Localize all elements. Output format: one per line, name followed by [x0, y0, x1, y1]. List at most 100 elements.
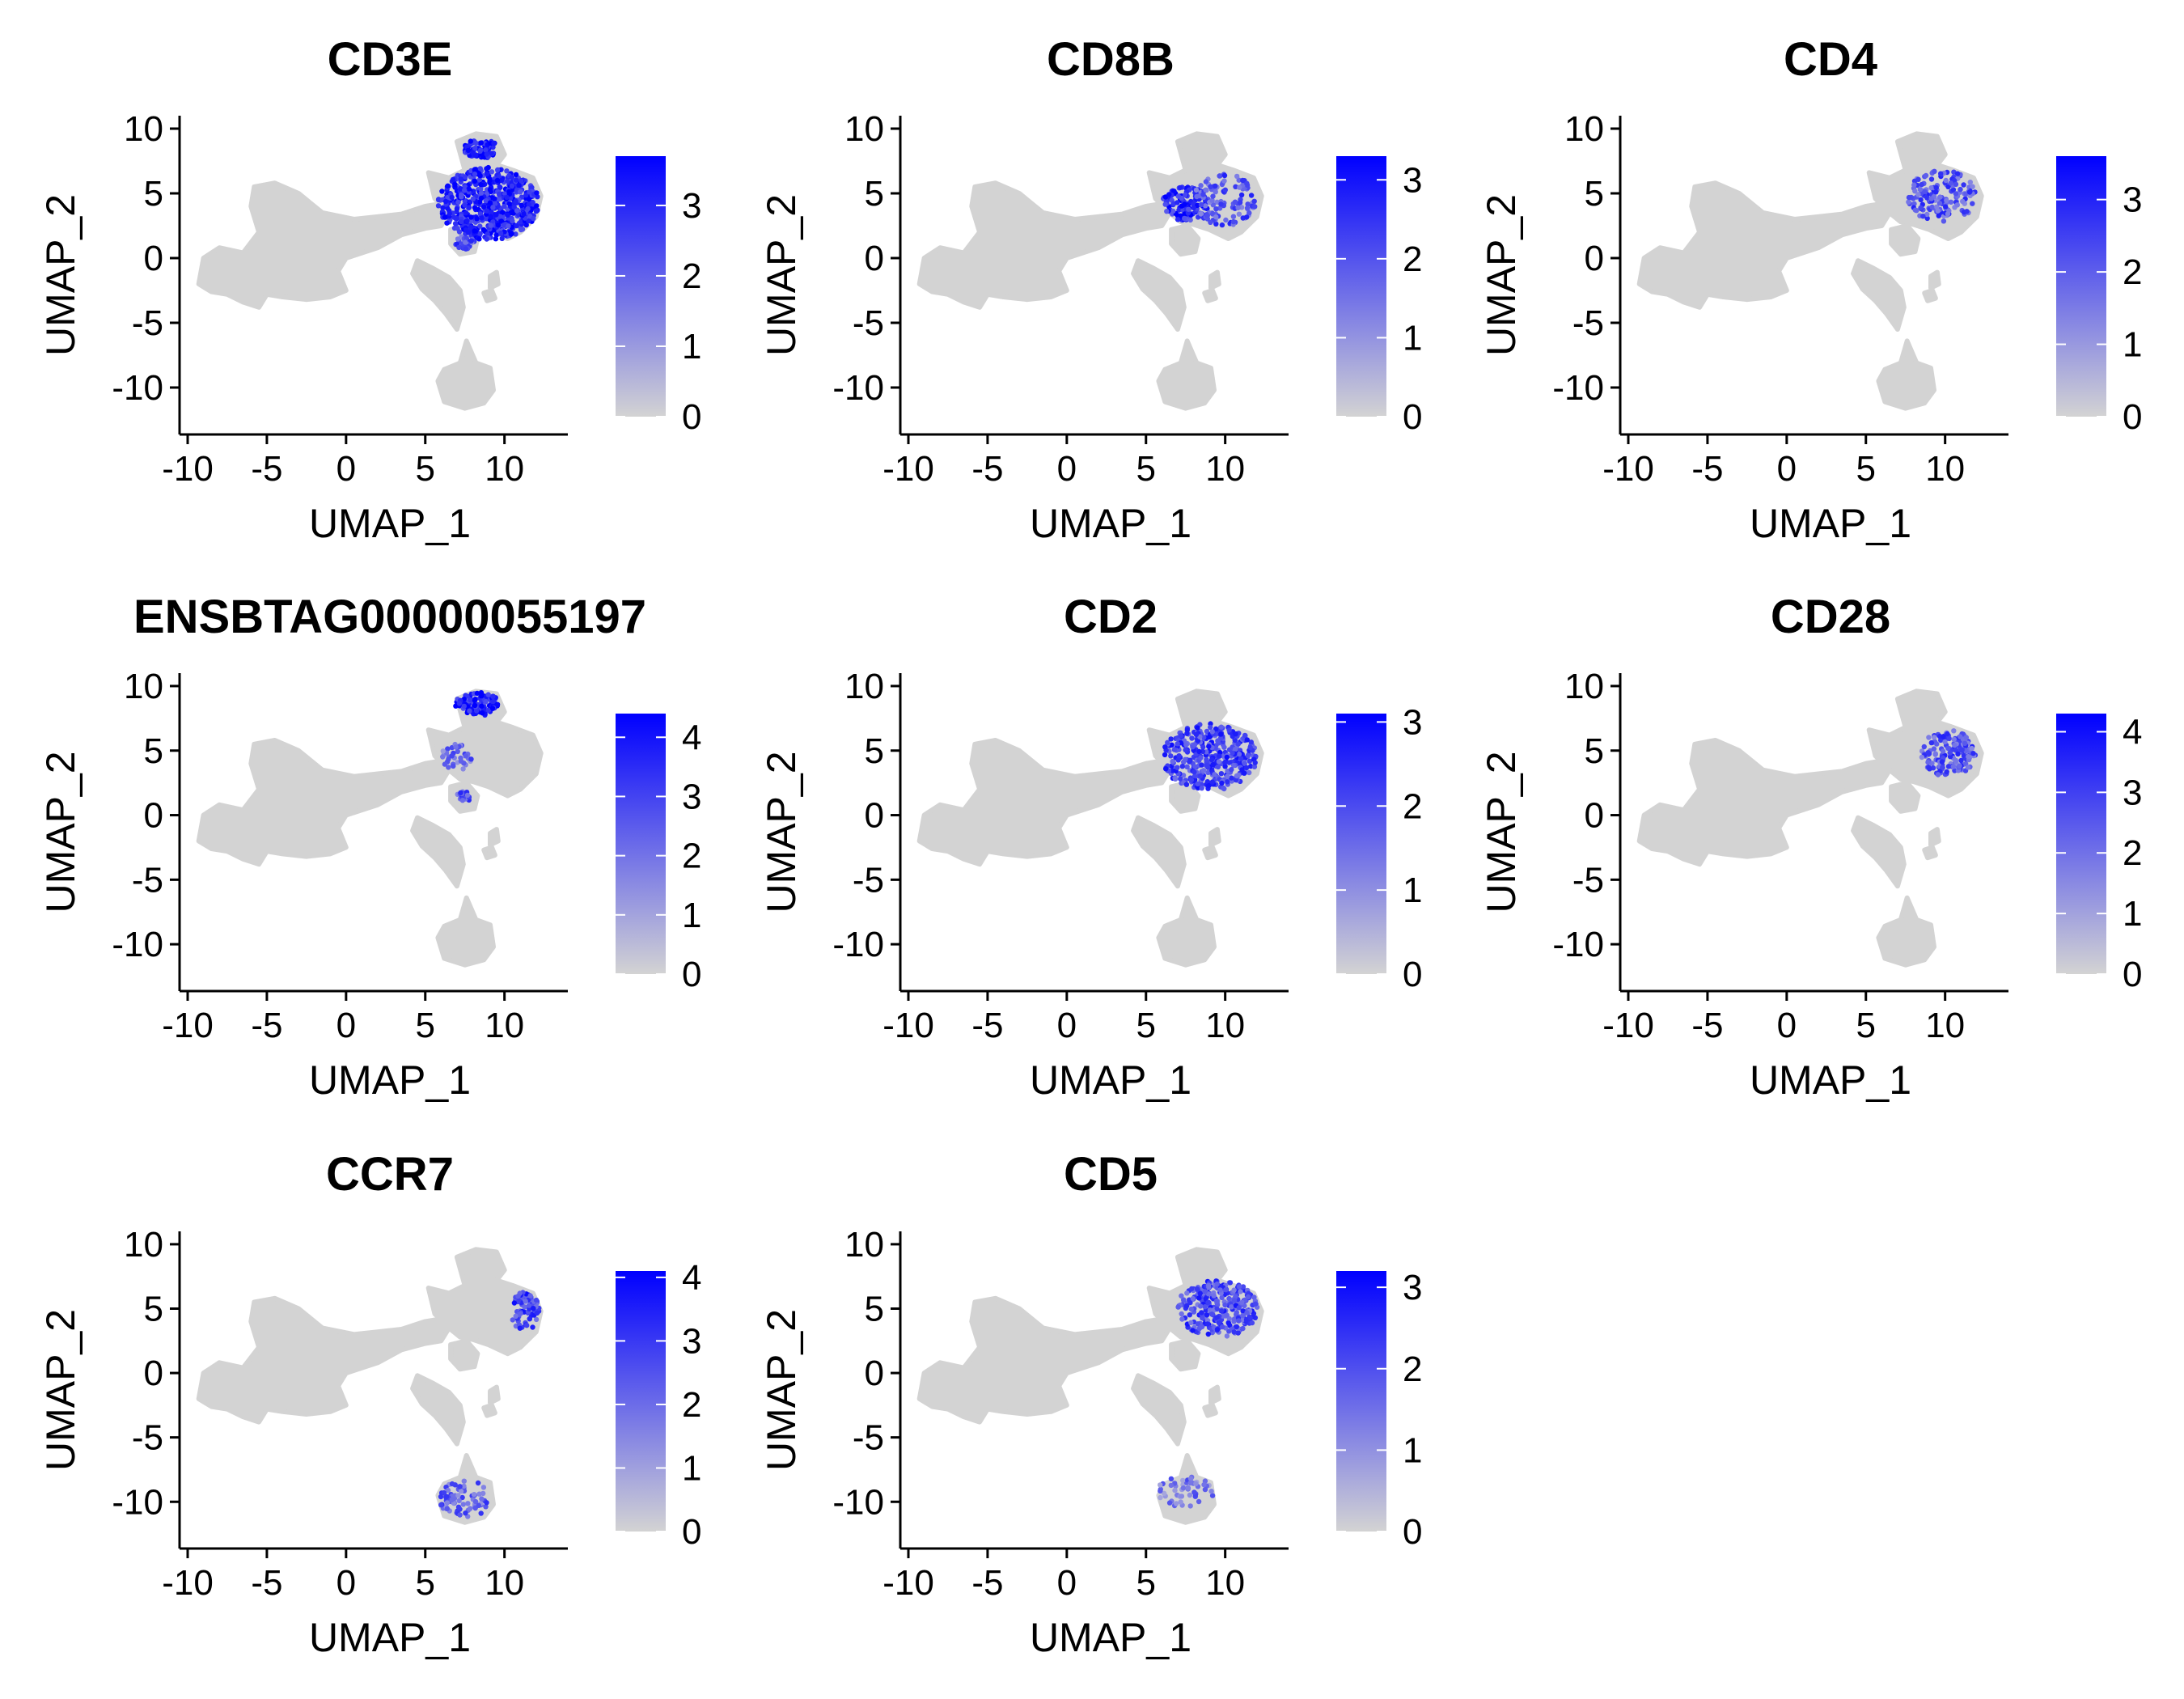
expression-point [1191, 742, 1198, 748]
y-axis-title: UMAP_2 [38, 1309, 83, 1471]
umap-cell-cluster [1636, 180, 1893, 310]
y-tick-label: 10 [124, 667, 163, 706]
expression-point [1927, 766, 1932, 772]
expression-point [459, 192, 464, 197]
expression-points [435, 138, 540, 252]
colorbar-label: 2 [1403, 786, 1422, 826]
expression-point [463, 210, 469, 216]
expression-point [472, 146, 478, 151]
expression-point [514, 222, 519, 229]
expression-point [1230, 214, 1237, 219]
y-axis-title: UMAP_2 [759, 751, 804, 913]
umap-cell-cluster [435, 895, 496, 968]
x-tick-label: -10 [162, 449, 214, 489]
expression-point [476, 236, 482, 242]
y-axis-title: UMAP_2 [759, 1309, 804, 1471]
x-tick-label: 5 [1856, 449, 1876, 489]
expression-point [1950, 764, 1957, 769]
expression-point [1211, 1293, 1217, 1299]
colorbar-gradient [1336, 1271, 1386, 1532]
expression-point [1246, 210, 1252, 216]
expression-point [501, 222, 506, 228]
colorbar-label: 2 [2123, 833, 2142, 873]
feature-plot-panel: CD3E -10 -5 0 5 10 -10 -5 0 5 10 UMAP_1 UMAP_2 0 1 2 3 [38, 33, 701, 546]
expression-point [505, 212, 510, 218]
expression-point [1231, 1329, 1237, 1335]
expression-point [526, 201, 531, 208]
expression-point [449, 1497, 455, 1503]
colorbar: 0 1 2 3 4 [616, 714, 701, 994]
x-axis-title: UMAP_1 [1750, 501, 1911, 546]
expression-point [1213, 183, 1218, 189]
expression-point [1963, 735, 1969, 740]
expression-point [1236, 1305, 1242, 1311]
expression-point [1248, 739, 1255, 745]
expression-point [1224, 1312, 1230, 1318]
expression-point [1244, 737, 1251, 743]
colorbar-label: 3 [2123, 180, 2142, 220]
expression-point [531, 1306, 536, 1311]
x-axis-title: UMAP_1 [1750, 1057, 1911, 1103]
expression-point [1193, 187, 1200, 193]
expression-point [1218, 731, 1224, 737]
expression-point [484, 208, 490, 214]
expression-point [518, 178, 524, 184]
expression-point [1231, 1287, 1237, 1293]
expression-point [1917, 187, 1924, 193]
expression-point [1252, 760, 1258, 765]
expression-point [1933, 189, 1939, 195]
expression-point [460, 766, 466, 772]
expression-point [485, 707, 492, 714]
expression-point [455, 1504, 462, 1510]
expression-point [1204, 213, 1211, 218]
expression-point [523, 192, 529, 198]
colorbar-label: 1 [2123, 325, 2142, 365]
expression-point [1217, 205, 1223, 211]
expression-point [506, 223, 511, 229]
expression-point [443, 1494, 450, 1500]
expression-point [456, 701, 463, 706]
expression-point [1912, 207, 1919, 213]
expression-point [1213, 221, 1219, 227]
expression-point [1187, 1299, 1193, 1306]
colorbar-label: 4 [682, 1258, 701, 1298]
expression-point [1183, 742, 1189, 748]
expression-point [504, 168, 510, 174]
expression-point [1227, 1280, 1234, 1286]
umap-cell-cluster [1922, 288, 1938, 303]
x-tick-label: -10 [162, 1563, 214, 1603]
expression-point [1182, 215, 1187, 222]
expression-point [1219, 222, 1225, 228]
expression-point [1940, 748, 1946, 754]
expression-point [468, 238, 474, 244]
colorbar-label: 2 [682, 837, 701, 876]
expression-point [1177, 184, 1183, 191]
expression-point [1229, 775, 1234, 781]
expression-point [1966, 753, 1971, 760]
expression-point [1970, 751, 1976, 756]
expression-point [465, 230, 472, 235]
expression-point [1238, 192, 1245, 198]
y-tick-label: 0 [1585, 239, 1604, 278]
expression-point [461, 1483, 467, 1489]
x-tick-label: 5 [416, 1563, 435, 1603]
expression-point [1164, 209, 1170, 214]
feature-plot-panel: CD28 -10 -5 0 5 10 -10 -5 0 5 10 UMAP_1 UMAP_2 0 1 2 3 4 [1479, 591, 2142, 1103]
expression-point [1942, 739, 1948, 745]
expression-point [1208, 724, 1213, 731]
expression-point [1158, 1482, 1163, 1488]
expression-point [526, 1303, 532, 1308]
expression-point [476, 1502, 481, 1509]
expression-point [1203, 179, 1209, 184]
colorbar-gradient [616, 714, 666, 974]
x-tick-label: -10 [1602, 449, 1654, 489]
expression-point [534, 203, 540, 209]
expression-point [449, 744, 455, 751]
expression-point [1237, 200, 1243, 205]
expression-point [509, 175, 514, 180]
expression-point [1209, 197, 1215, 203]
expression-point [1231, 1298, 1238, 1303]
expression-point [1166, 192, 1172, 197]
expression-point [1191, 205, 1196, 211]
expression-point [493, 236, 499, 242]
